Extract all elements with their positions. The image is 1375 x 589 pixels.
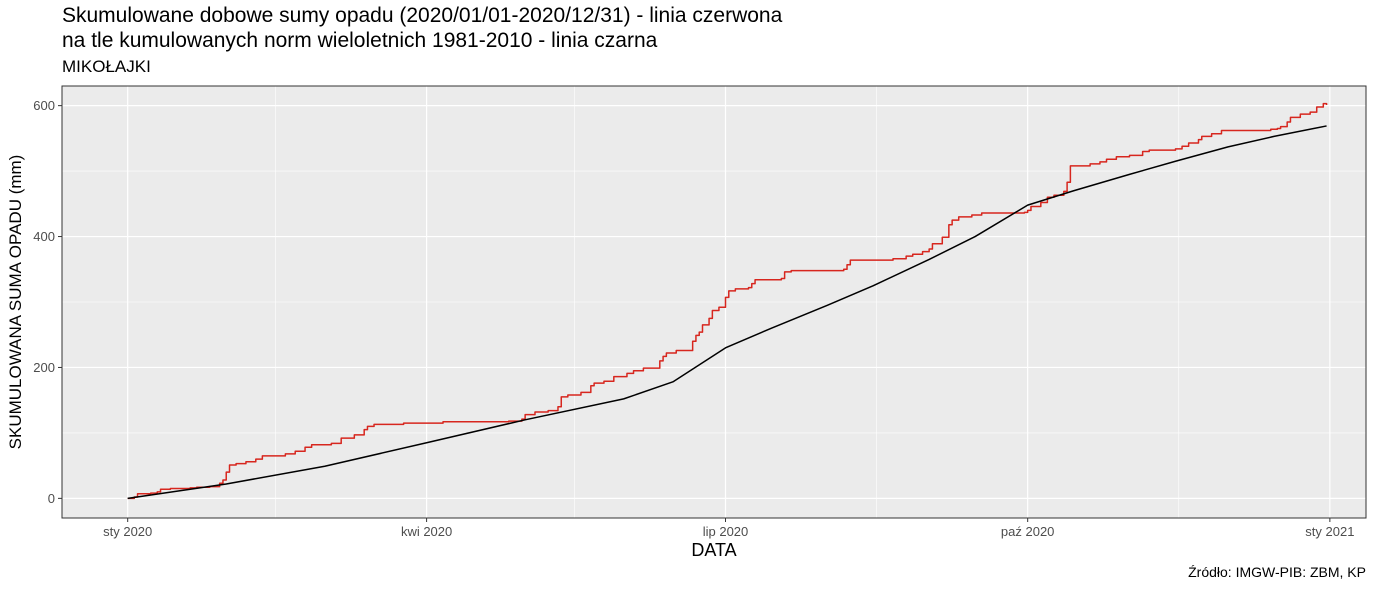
y-tick-label-3: 600	[33, 98, 55, 113]
y-tick-label-0: 0	[48, 491, 55, 506]
x-tick-label-3: paź 2020	[1001, 524, 1055, 539]
minor-gridlines	[62, 86, 1366, 518]
x-axis-title: DATA	[691, 540, 736, 560]
y-tick-label-1: 200	[33, 360, 55, 375]
chart-subtitle: MIKOŁAJKI	[62, 57, 151, 76]
chart-title-line-1: Skumulowane dobowe sumy opadu (2020/01/0…	[62, 4, 782, 28]
chart-title-line-1-text: Skumulowane dobowe sumy opadu (2020/01/0…	[62, 4, 783, 27]
x-tick-label-0: sty 2020	[103, 524, 152, 539]
x-axis: sty 2020 kwi 2020 lip 2020 paź 2020 sty 2021	[103, 518, 1354, 539]
series-layer	[127, 102, 1328, 500]
y-tick-label-2: 400	[33, 229, 55, 244]
series-line-red	[127, 102, 1328, 500]
source-note: Źródło: IMGW-PIB: ZBM, KP	[1188, 564, 1366, 580]
chart-title-line-2-text: na tle kumulowanych norm wieloletnich 19…	[62, 29, 552, 52]
series-line-black	[127, 125, 1327, 500]
x-tick-label-1: kwi 2020	[401, 524, 452, 539]
y-axis-title: SKUMULOWANA SUMA OPADU (mm)	[6, 155, 25, 450]
x-tick-label-2: lip 2020	[703, 524, 749, 539]
plot-border	[61, 85, 1367, 519]
y-axis: 0 200 400 600	[33, 98, 62, 506]
precipitation-chart: 0 200 400 600 sty 2020 kwi 2020 lip 2020 paź 2…	[6, 85, 1367, 560]
chart-title-line-2-emphasis: linia czarna	[551, 29, 658, 52]
x-tick-label-4: sty 2021	[1305, 524, 1354, 539]
chart-title-line-2: na tle kumulowanych norm wieloletnich 19…	[62, 29, 657, 53]
